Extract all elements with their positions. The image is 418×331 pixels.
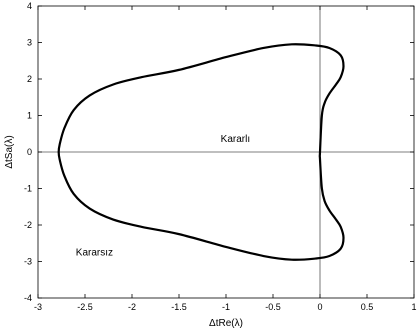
annotation-stable: Kararlı (221, 134, 250, 145)
y-tick-label: -1 (24, 184, 32, 194)
y-axis-label: ΔtSa(λ) (4, 135, 15, 168)
y-tick-label: -4 (24, 293, 32, 303)
x-tick-label: 0 (317, 302, 322, 312)
x-tick-label: -1.5 (171, 302, 187, 312)
x-tick-label: -2 (128, 302, 136, 312)
stability-boundary-curve (57, 43, 345, 261)
x-tick-label: -2.5 (77, 302, 93, 312)
x-tick-label: -3 (34, 302, 42, 312)
x-tick-label: 1 (411, 302, 416, 312)
x-tick-label: -0.5 (265, 302, 281, 312)
annotation-unstable: Kararsız (76, 247, 113, 258)
y-tick-label: 2 (27, 74, 32, 84)
y-tick-label: -3 (24, 257, 32, 267)
y-tick-label: 1 (27, 111, 32, 121)
x-tick-label: 0.5 (361, 302, 374, 312)
y-tick-label: 3 (27, 38, 32, 48)
y-tick-label: 4 (27, 1, 32, 11)
x-axis-label: ΔtRe(λ) (209, 318, 243, 329)
y-tick-label: 0 (27, 147, 32, 157)
y-tick-label: -2 (24, 220, 32, 230)
x-tick-label: -1 (222, 302, 230, 312)
